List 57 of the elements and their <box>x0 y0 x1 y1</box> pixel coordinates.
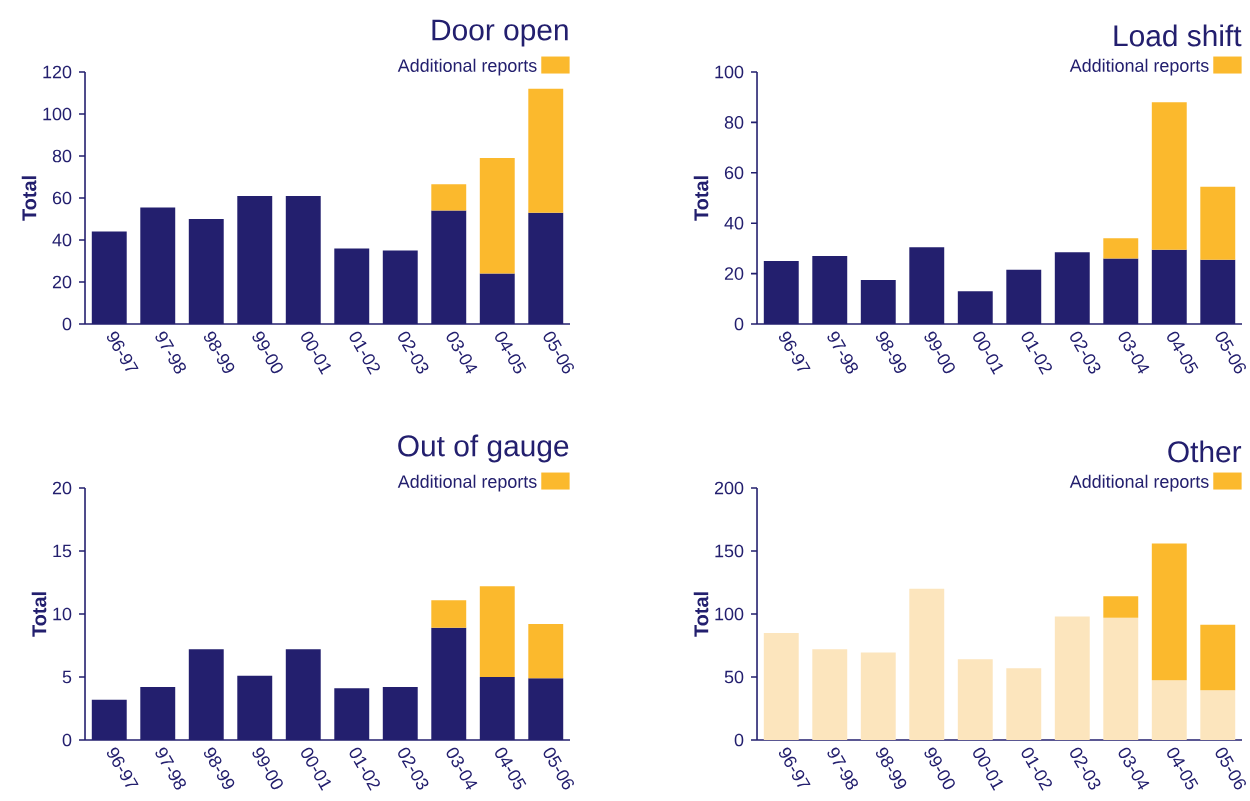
bar <box>1200 186 1236 260</box>
bar <box>479 586 515 677</box>
y-tick-label: 80 <box>52 149 72 163</box>
bar <box>479 158 515 274</box>
bar <box>528 88 564 213</box>
bar <box>1103 238 1139 259</box>
y-axis-title: Total <box>693 176 709 221</box>
y-tick-label: 150 <box>715 544 744 558</box>
bar <box>812 649 848 740</box>
y-axis-title: Total <box>31 592 47 637</box>
y-tick-label: 0 <box>62 733 72 747</box>
legend-label: Additional reports <box>1069 58 1209 76</box>
bar <box>909 588 945 740</box>
bar <box>1151 102 1187 250</box>
bar <box>1200 690 1236 740</box>
y-tick-label: 120 <box>43 65 72 79</box>
y-tick-label: 40 <box>52 233 72 247</box>
y-tick-label: 50 <box>724 670 744 684</box>
bar <box>1103 617 1139 740</box>
bar <box>1151 543 1187 681</box>
bar <box>957 659 993 740</box>
bar <box>1151 680 1187 740</box>
y-tick-label: 0 <box>734 317 744 331</box>
bar <box>1006 668 1042 740</box>
bar <box>431 600 467 628</box>
legend-label: Additional reports <box>397 474 537 492</box>
y-tick-label: 100 <box>43 107 72 121</box>
y-tick-label: 20 <box>52 481 72 495</box>
bar <box>431 184 467 211</box>
y-tick-label: 10 <box>53 607 72 621</box>
chart-title: Other <box>1168 440 1242 463</box>
y-axis-title: Total <box>693 592 709 637</box>
chart-title: Door open <box>432 19 568 47</box>
bar <box>1054 616 1090 740</box>
y-tick-label: 20 <box>52 275 72 289</box>
legend-label: Additional reports <box>397 58 537 76</box>
y-tick-label: 15 <box>53 544 72 558</box>
y-tick-label: 100 <box>715 65 744 79</box>
bar <box>1200 624 1236 691</box>
bar <box>528 624 564 679</box>
bar <box>1103 596 1139 618</box>
y-tick-label: 200 <box>714 481 744 495</box>
chart-title: Out of gauge <box>398 434 569 463</box>
y-tick-label: 0 <box>734 733 744 747</box>
y-tick-label: 100 <box>715 607 744 621</box>
y-tick-label: 40 <box>724 216 744 230</box>
y-tick-label: 60 <box>52 191 72 205</box>
y-tick-label: 20 <box>724 267 744 280</box>
legend-label: Additional reports <box>1069 474 1209 492</box>
y-tick-label: 80 <box>724 116 744 129</box>
y-tick-label: 5 <box>62 670 72 684</box>
y-tick-label: 60 <box>724 166 744 180</box>
y-axis-title: Total <box>21 176 37 221</box>
y-tick-label: 0 <box>62 317 72 331</box>
chart-title: Load shift <box>1114 24 1242 47</box>
bar <box>860 652 896 740</box>
bar <box>763 632 799 740</box>
